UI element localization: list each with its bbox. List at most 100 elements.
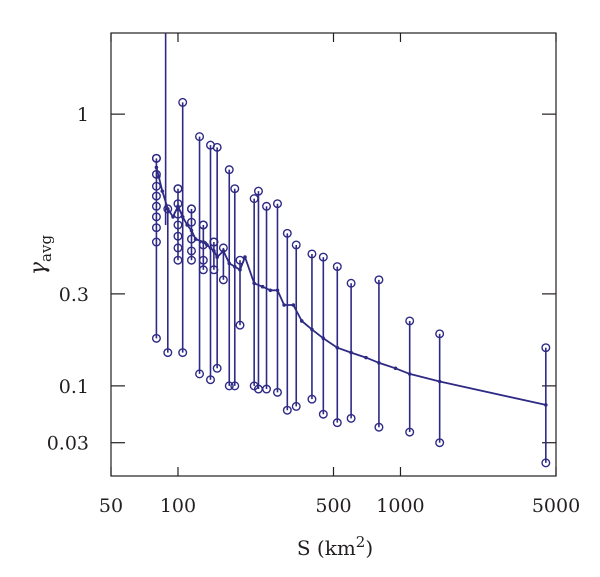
y-tick-label: 0.03 bbox=[47, 433, 89, 455]
range-min-marker bbox=[262, 384, 272, 394]
data-point-marker bbox=[173, 231, 183, 241]
x-tick-label: 1000 bbox=[376, 495, 424, 517]
mean-line-point bbox=[364, 355, 368, 360]
data-point-marker bbox=[151, 237, 161, 247]
x-axis-title: S (km2) bbox=[297, 533, 373, 560]
mean-line-point bbox=[407, 372, 412, 376]
range-min-marker bbox=[195, 369, 205, 379]
range-min-marker bbox=[151, 333, 161, 343]
data-point-marker bbox=[151, 212, 161, 222]
mean-line-point bbox=[268, 288, 273, 293]
range-max-marker bbox=[405, 316, 415, 326]
range-min-marker bbox=[541, 458, 551, 468]
x-axis-title-superscript: 2 bbox=[356, 533, 366, 551]
range-max-marker bbox=[272, 199, 282, 209]
range-min-marker bbox=[224, 381, 234, 391]
mean-line-point bbox=[232, 264, 237, 269]
range-max-marker bbox=[262, 201, 272, 211]
mean-line-point bbox=[252, 281, 256, 286]
mean-line-point bbox=[291, 303, 296, 307]
x-tick-label: 500 bbox=[315, 495, 351, 517]
range-max-marker bbox=[282, 228, 292, 238]
range-max-marker bbox=[374, 275, 384, 285]
mean-line-point bbox=[221, 249, 226, 253]
range-max-marker bbox=[253, 186, 263, 196]
x-tick-label: 100 bbox=[160, 495, 196, 517]
range-min-marker bbox=[205, 375, 215, 385]
range-min-marker bbox=[235, 320, 245, 330]
range-min-marker bbox=[318, 409, 328, 419]
range-max-marker bbox=[291, 240, 301, 250]
range-min-marker bbox=[282, 405, 292, 415]
mean-line-point bbox=[238, 268, 242, 272]
range-max-marker bbox=[224, 165, 234, 175]
y-axis-title-main: γ bbox=[26, 261, 51, 275]
range-min-marker bbox=[346, 413, 356, 423]
mean-line-point bbox=[180, 215, 185, 219]
data-point-marker bbox=[198, 220, 208, 230]
mean-line-point bbox=[310, 327, 314, 332]
data-point-marker bbox=[173, 243, 183, 253]
mean-line-point bbox=[377, 361, 381, 365]
range-max-marker bbox=[332, 262, 342, 272]
data-point-marker bbox=[173, 220, 183, 230]
mean-line-point bbox=[185, 223, 189, 227]
data-point-marker bbox=[151, 223, 161, 233]
mean-line-point bbox=[165, 207, 170, 211]
range-min-marker bbox=[218, 275, 228, 285]
range-min-marker bbox=[374, 422, 384, 432]
range-min-marker bbox=[173, 255, 183, 265]
range-min-marker bbox=[198, 265, 208, 275]
mean-line-point bbox=[335, 345, 340, 350]
data-point-marker bbox=[186, 217, 196, 227]
y-axis-title: γavg bbox=[26, 235, 55, 276]
range-max-marker bbox=[230, 184, 240, 194]
range-min-marker bbox=[272, 387, 282, 397]
mean-line-point bbox=[154, 165, 159, 170]
range-min-marker bbox=[332, 418, 342, 428]
mean-line-point bbox=[349, 350, 353, 355]
y-tick-label: 0.3 bbox=[59, 284, 89, 306]
range-min-marker bbox=[405, 427, 415, 437]
range-min-marker bbox=[186, 255, 196, 265]
mean-line-point bbox=[157, 174, 161, 179]
data-series bbox=[151, 33, 551, 468]
x-axis: 50 100 500 1000 5000 bbox=[99, 33, 580, 517]
mean-line-point bbox=[193, 237, 198, 241]
mean-line-point bbox=[321, 336, 326, 341]
range-max-marker bbox=[195, 132, 205, 142]
range-max-marker bbox=[541, 343, 551, 353]
range-max-marker bbox=[163, 204, 173, 214]
y-tick-label: 1 bbox=[77, 104, 89, 126]
data-point-marker bbox=[198, 255, 208, 265]
mean-line-point bbox=[208, 246, 213, 250]
mean-line-point bbox=[260, 284, 265, 289]
mean-line-point bbox=[212, 249, 216, 253]
y-axis: 0.03 0.1 0.3 1 bbox=[47, 104, 556, 455]
range-min-marker bbox=[435, 438, 445, 448]
mean-line-point bbox=[437, 379, 442, 384]
mean-line-point bbox=[160, 189, 165, 193]
mean-line-point bbox=[275, 288, 280, 293]
mean-line-point bbox=[243, 255, 247, 259]
range-min-marker bbox=[212, 363, 222, 373]
range-min-marker bbox=[230, 381, 240, 391]
range-max-marker bbox=[212, 142, 222, 152]
y-tick-label: 0.1 bbox=[59, 376, 89, 398]
range-max-marker bbox=[318, 252, 328, 262]
x-axis-title-main: S (km bbox=[297, 536, 356, 560]
x-axis-title-close: ) bbox=[365, 536, 373, 560]
range-max-marker bbox=[307, 249, 317, 259]
mean-line-point bbox=[282, 303, 286, 307]
mean-line-point bbox=[189, 228, 194, 233]
mean-line-point bbox=[205, 243, 209, 247]
data-point-marker bbox=[186, 204, 196, 214]
mean-line-point bbox=[393, 366, 398, 371]
range-min-marker bbox=[307, 394, 317, 404]
mean-line-point bbox=[201, 240, 206, 244]
range-max-marker bbox=[178, 97, 188, 107]
mean-line-point bbox=[215, 255, 219, 259]
range-min-marker bbox=[178, 348, 188, 358]
range-min-marker bbox=[291, 401, 301, 411]
